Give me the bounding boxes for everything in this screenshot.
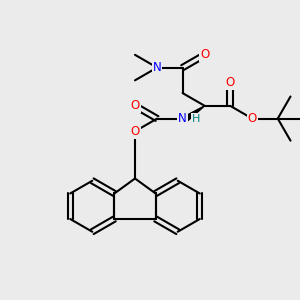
Text: H: H xyxy=(192,114,200,124)
Text: O: O xyxy=(226,76,235,89)
Text: O: O xyxy=(248,112,257,125)
Text: N: N xyxy=(178,112,187,125)
Text: O: O xyxy=(130,99,140,112)
Text: O: O xyxy=(130,125,140,138)
Text: O: O xyxy=(200,48,209,61)
Text: N: N xyxy=(153,61,161,74)
Polygon shape xyxy=(185,106,205,121)
